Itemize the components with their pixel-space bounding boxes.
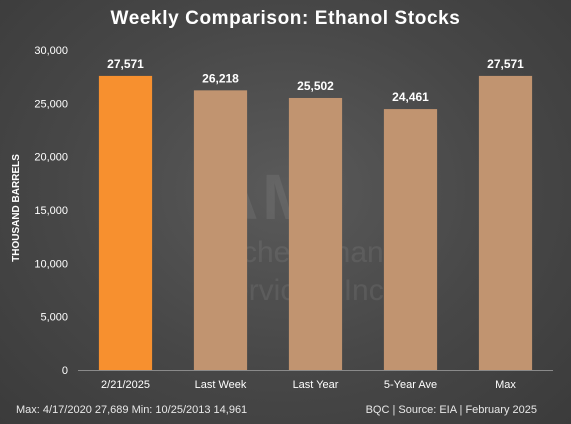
bar bbox=[478, 75, 533, 370]
y-tick-label: 5,000 bbox=[40, 312, 68, 324]
y-axis: 0 5,000 10,000 15,000 20,000 25,000 30,000 bbox=[34, 45, 68, 377]
bar-value-label: 27,571 bbox=[107, 57, 144, 71]
chart-title: Weekly Comparison: Ethanol Stocks bbox=[110, 8, 461, 29]
y-axis-label: THOUSAND BARRELS bbox=[11, 154, 22, 262]
x-axis: 2/21/2025 Last Week Last Year 5-Year Ave Max bbox=[78, 370, 553, 391]
bar-value-label: 25,502 bbox=[297, 79, 334, 93]
bar-value-label: 24,461 bbox=[392, 90, 429, 104]
x-tick-label: Max bbox=[495, 379, 516, 391]
y-tick-label: 30,000 bbox=[34, 45, 68, 57]
footer-source: BQC | Source: EIA | February 2025 bbox=[365, 404, 537, 416]
footer-max-min: Max: 4/17/2020 27,689 Min: 10/25/2013 14… bbox=[16, 404, 248, 416]
bar bbox=[288, 97, 343, 370]
y-tick-label: 0 bbox=[62, 365, 68, 377]
y-tick-label: 25,000 bbox=[34, 98, 68, 110]
x-tick-label: Last Year bbox=[293, 379, 339, 391]
y-tick-label: 15,000 bbox=[34, 205, 68, 217]
x-tick-label: 2/21/2025 bbox=[101, 379, 150, 391]
bars: 27,571 26,218 25,502 24,461 27,571 bbox=[98, 57, 533, 370]
y-tick-label: 20,000 bbox=[34, 152, 68, 164]
bar bbox=[383, 109, 438, 370]
x-tick-label: 5-Year Ave bbox=[384, 379, 437, 391]
bar bbox=[193, 90, 248, 370]
x-tick-label: Last Week bbox=[195, 379, 247, 391]
bar-value-label: 26,218 bbox=[202, 71, 239, 85]
bar bbox=[98, 75, 153, 370]
y-tick-label: 10,000 bbox=[34, 258, 68, 270]
bar-value-label: 27,571 bbox=[487, 57, 524, 71]
